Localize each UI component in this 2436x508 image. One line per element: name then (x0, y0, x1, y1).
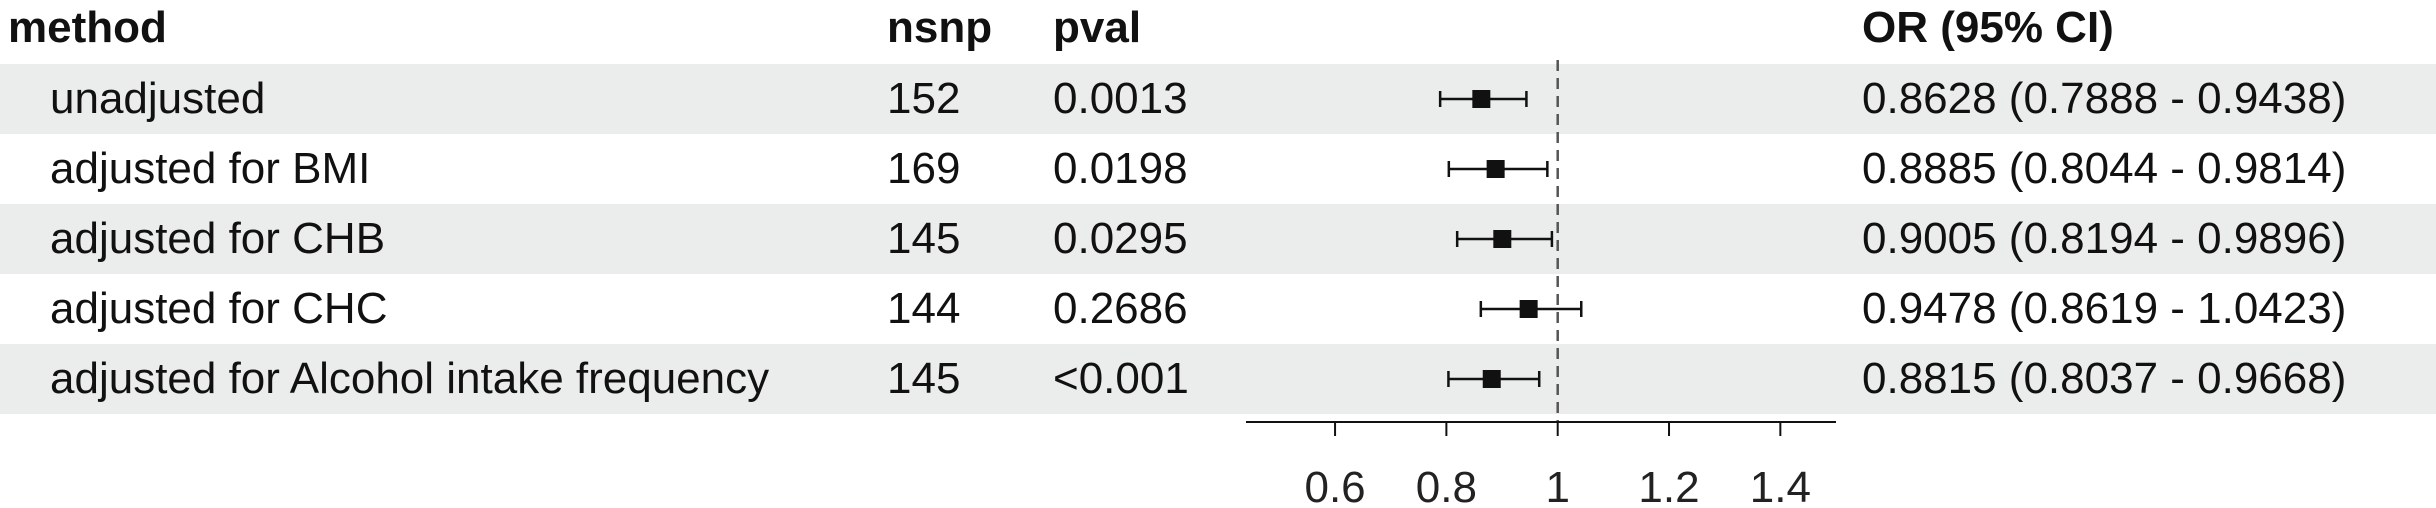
cell-method: adjusted for CHC (50, 284, 388, 333)
cell-method: adjusted for Alcohol intake frequency (50, 354, 770, 403)
cell-or-ci: 0.8815 (0.8037 - 0.9668) (1862, 354, 2347, 403)
cell-nsnp: 144 (887, 284, 961, 333)
cell-nsnp: 145 (887, 354, 961, 403)
header-nsnp: nsnp (887, 3, 993, 52)
cell-or-ci: 0.9005 (0.8194 - 0.9896) (1862, 214, 2347, 263)
cell-pval: 0.0295 (1053, 214, 1188, 263)
header-method: method (8, 3, 167, 52)
row-band (0, 64, 2436, 134)
point-estimate (1493, 230, 1512, 248)
header-or-ci: OR (95% CI) (1862, 3, 2114, 52)
x-tick-label: 0.6 (1304, 463, 1365, 508)
cell-pval: 0.0198 (1053, 144, 1188, 193)
x-tick-label: 0.8 (1416, 463, 1477, 508)
point-estimate (1519, 300, 1538, 318)
cell-nsnp: 152 (887, 74, 961, 123)
x-tick-label: 1.4 (1750, 463, 1811, 508)
cell-pval: 0.0013 (1053, 74, 1188, 123)
cell-pval: 0.2686 (1053, 284, 1188, 333)
cell-nsnp: 169 (887, 144, 961, 193)
point-estimate (1472, 90, 1491, 108)
cell-or-ci: 0.9478 (0.8619 - 1.0423) (1862, 284, 2347, 333)
cell-or-ci: 0.8885 (0.8044 - 0.9814) (1862, 144, 2347, 193)
row-band (0, 204, 2436, 274)
cell-nsnp: 145 (887, 214, 961, 263)
cell-or-ci: 0.8628 (0.7888 - 0.9438) (1862, 74, 2347, 123)
point-estimate (1486, 160, 1505, 178)
point-estimate (1482, 370, 1501, 388)
cell-method: adjusted for BMI (50, 144, 371, 193)
cell-method: adjusted for CHB (50, 214, 386, 263)
x-tick-label: 1 (1545, 463, 1569, 508)
row-band (0, 344, 2436, 414)
header-pval: pval (1053, 3, 1142, 52)
cell-method: unadjusted (50, 74, 266, 123)
x-tick-label: 1.2 (1638, 463, 1699, 508)
cell-pval: <0.001 (1053, 354, 1189, 403)
